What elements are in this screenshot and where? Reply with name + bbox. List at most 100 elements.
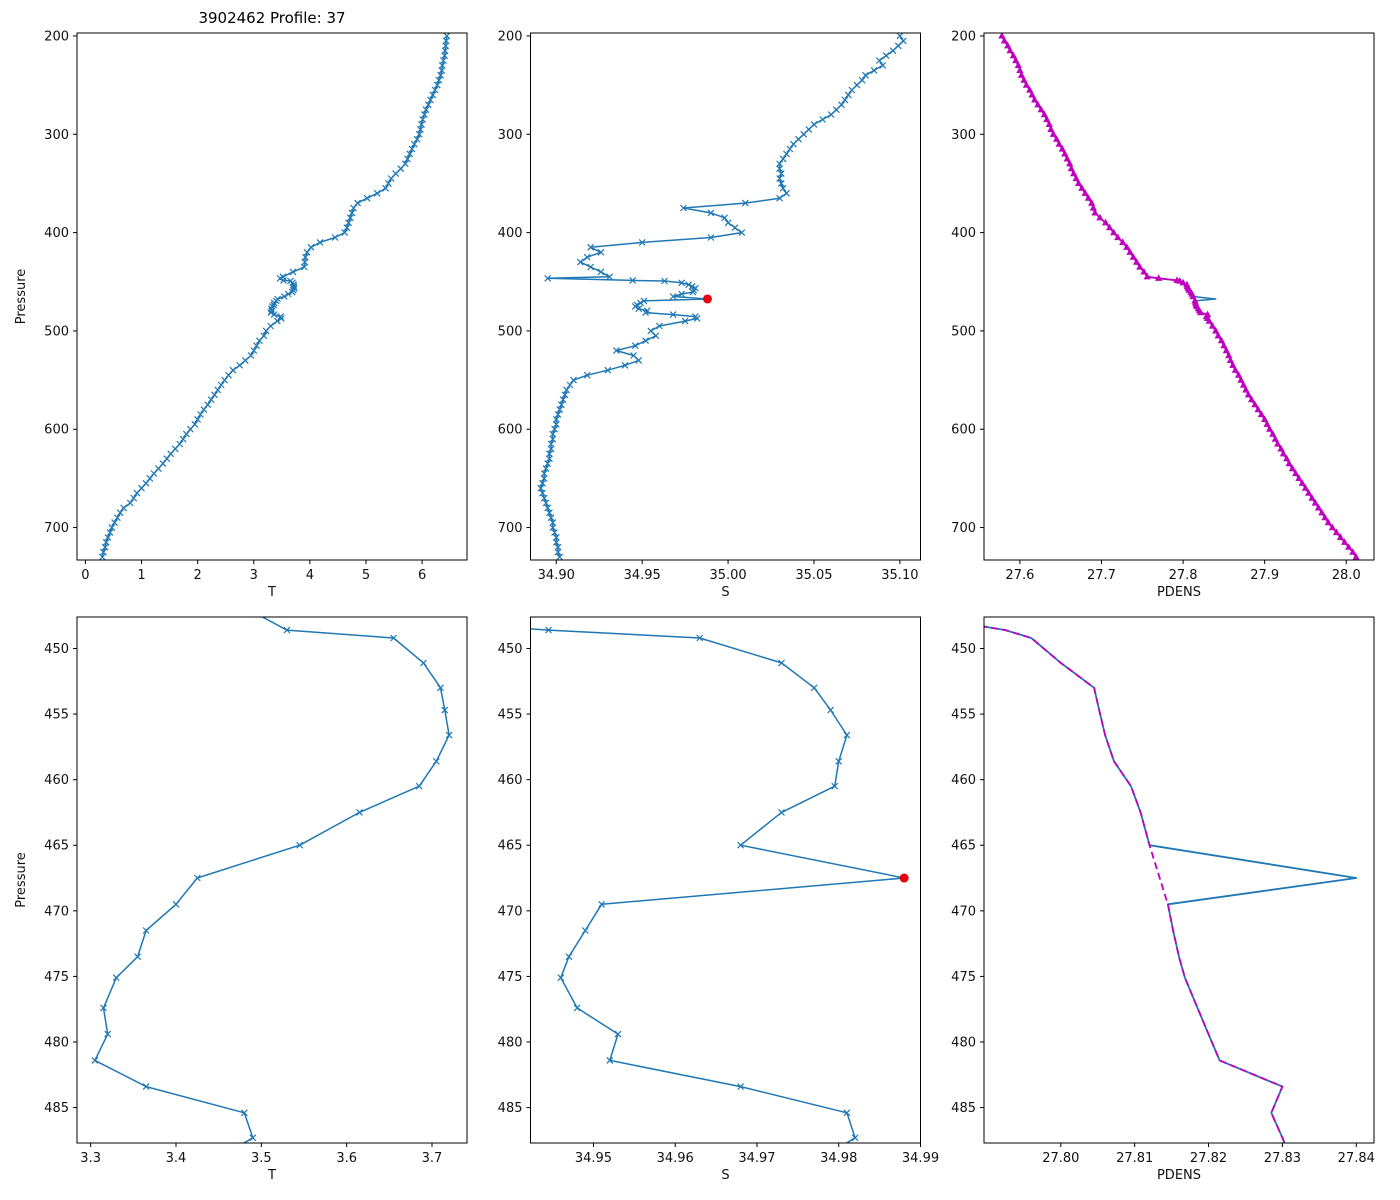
y-tick-label: 500 <box>951 324 976 339</box>
y-tick-label: 470 <box>498 904 523 919</box>
subplot-pdens-full: 27.6 27.7 27.8 27.9 28.0 200 300 400 500 600 700 PD… <box>951 29 1375 600</box>
y-tick-label: 460 <box>951 773 976 788</box>
y-tick-label: 465 <box>951 839 976 854</box>
y-tick-label: 455 <box>498 708 523 723</box>
axes-frame <box>983 32 1375 561</box>
series-s-profile-zoom-line <box>530 628 905 1143</box>
y-tick-label: 465 <box>44 839 69 854</box>
y-tick-label: 455 <box>44 708 69 723</box>
x-axis-label: PDENS <box>1157 1168 1201 1183</box>
axes-frame <box>530 32 921 561</box>
axes-frame <box>76 616 468 1144</box>
series-pdens-check-line <box>1001 35 1357 558</box>
x-tick-label: 3.3 <box>80 1151 101 1166</box>
axis-ticks: 3.3 3.4 3.5 3.6 3.7 450 455 460 465 470 475 480 485 <box>44 642 442 1166</box>
x-axis-label: PDENS <box>1157 585 1201 600</box>
x-tick-label: 34.99 <box>902 1151 939 1166</box>
x-tick-label: 27.6 <box>1005 568 1034 583</box>
x-tick-label: 1 <box>137 568 145 583</box>
y-tick-label: 600 <box>951 423 976 438</box>
x-tick-label: 3.4 <box>166 1151 187 1166</box>
series-pdens-check-zoom-line <box>984 625 1286 1143</box>
y-tick-label: 485 <box>951 1101 976 1116</box>
series-pdens-raw-zoom-line <box>984 625 1358 1143</box>
flagged-point-marker <box>899 873 909 883</box>
figure-title: 3902462 Profile: 37 <box>198 9 346 27</box>
y-tick-label: 200 <box>44 29 69 44</box>
axes-frame <box>983 616 1375 1144</box>
y-tick-label: 400 <box>44 226 69 241</box>
y-tick-label: 300 <box>951 128 976 143</box>
y-axis-label: Pressure <box>14 852 29 908</box>
y-tick-label: 480 <box>951 1035 976 1050</box>
series-s-profile-line <box>540 35 905 558</box>
series-t-profile-markers <box>98 33 451 560</box>
y-tick-label: 600 <box>498 423 523 438</box>
x-tick-label: 27.81 <box>1116 1151 1153 1166</box>
y-tick-label: 475 <box>44 970 69 985</box>
series-s-profile-markers <box>537 33 907 560</box>
x-tick-label: 34.98 <box>820 1151 857 1166</box>
y-tick-label: 500 <box>498 324 523 339</box>
axis-ticks: 27.6 27.7 27.8 27.9 28.0 200 300 400 500 600 700 <box>951 29 1361 583</box>
y-tick-label: 300 <box>498 128 523 143</box>
y-tick-label: 480 <box>44 1035 69 1050</box>
y-tick-label: 470 <box>951 904 976 919</box>
y-tick-label: 470 <box>44 904 69 919</box>
y-tick-label: 400 <box>951 226 976 241</box>
y-tick-label: 450 <box>44 642 69 657</box>
axis-ticks: 34.95 34.96 34.97 34.98 34.99 450 455 460 465 470… <box>498 642 939 1166</box>
y-tick-label: 200 <box>951 29 976 44</box>
x-tick-label: 34.97 <box>738 1151 775 1166</box>
x-tick-label: 5 <box>362 568 370 583</box>
y-tick-label: 460 <box>44 773 69 788</box>
y-tick-label: 450 <box>951 642 976 657</box>
y-tick-label: 500 <box>44 324 69 339</box>
subplot-temperature-zoom: 3.3 3.4 3.5 3.6 3.7 450 455 460 465 470 475 480 485 T… <box>14 616 468 1183</box>
x-tick-label: 2 <box>194 568 202 583</box>
x-tick-label: 0 <box>81 568 89 583</box>
x-tick-label: 35.05 <box>795 568 832 583</box>
x-tick-label: 28.0 <box>1332 568 1361 583</box>
x-tick-label: 3.7 <box>422 1151 443 1166</box>
subplot-pdens-zoom: 27.80 27.81 27.82 27.83 27.84 450 455 460 465 470… <box>951 616 1375 1183</box>
y-tick-label: 300 <box>44 128 69 143</box>
x-axis-label: S <box>721 1168 729 1183</box>
y-tick-label: 475 <box>951 970 976 985</box>
y-tick-label: 700 <box>951 521 976 536</box>
y-tick-label: 460 <box>498 773 523 788</box>
series-t-profile-zoom-line <box>94 617 450 1143</box>
x-tick-label: 27.84 <box>1338 1151 1375 1166</box>
y-axis-label: Pressure <box>14 269 29 325</box>
x-tick-label: 27.9 <box>1250 568 1279 583</box>
subplot-temperature-full: 0 1 2 3 4 5 6 200 300 400 500 600 700 T Pressure <box>14 29 468 600</box>
x-tick-label: 3.5 <box>251 1151 272 1166</box>
y-tick-label: 700 <box>44 521 69 536</box>
y-tick-label: 475 <box>498 970 523 985</box>
x-tick-label: 27.8 <box>1169 568 1198 583</box>
x-tick-label: 3 <box>250 568 258 583</box>
x-tick-label: 34.96 <box>657 1151 694 1166</box>
x-tick-label: 27.82 <box>1190 1151 1227 1166</box>
series-s-profile-zoom-markers <box>545 626 908 1142</box>
flagged-point-marker <box>702 294 712 304</box>
x-tick-label: 3.6 <box>336 1151 357 1166</box>
y-tick-label: 400 <box>498 226 523 241</box>
axis-ticks: 0 1 2 3 4 5 6 200 300 400 500 600 700 <box>44 29 426 583</box>
series-t-profile-zoom-markers <box>91 626 453 1142</box>
x-axis-label: S <box>721 585 729 600</box>
subplot-salinity-zoom: 34.95 34.96 34.97 34.98 34.99 450 455 460 465 470… <box>498 616 939 1183</box>
x-tick-label: 4 <box>306 568 314 583</box>
subplot-salinity-full: 34.90 34.95 35.00 35.05 35.10 200 300 400 500 600… <box>498 29 921 600</box>
x-tick-label: 27.80 <box>1042 1151 1079 1166</box>
y-tick-label: 480 <box>498 1035 523 1050</box>
x-tick-label: 34.95 <box>575 1151 612 1166</box>
y-tick-label: 700 <box>498 521 523 536</box>
axes-frame <box>530 616 921 1144</box>
series-pdens-check-markers <box>998 33 1360 560</box>
y-tick-label: 465 <box>498 839 523 854</box>
x-tick-label: 34.90 <box>538 568 575 583</box>
series-pdens-raw-line <box>1001 35 1357 558</box>
